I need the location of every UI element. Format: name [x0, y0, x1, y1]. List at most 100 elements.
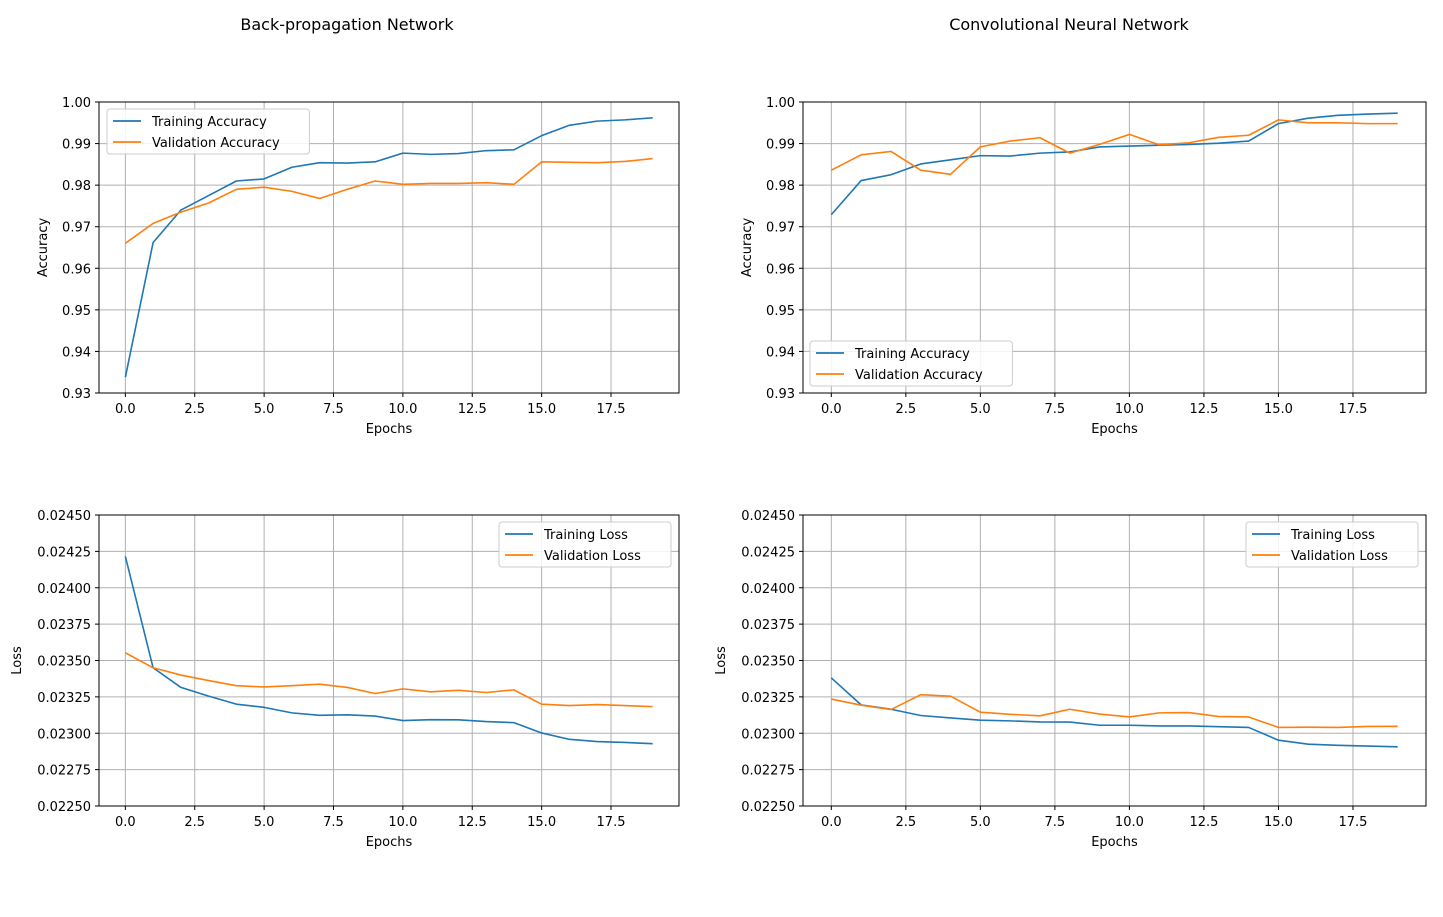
legend-label-0: Training Loss [543, 528, 628, 543]
y-tick-label: 1.00 [62, 96, 91, 111]
x-tick-label: 10.0 [388, 815, 417, 830]
y-tick-label: 0.02375 [37, 618, 91, 633]
y-tick-label: 0.02425 [37, 545, 91, 560]
y-axis-label: Loss [10, 646, 25, 675]
series-line-0 [124, 117, 653, 378]
y-tick-label: 0.02300 [37, 727, 91, 742]
x-tick-label: 5.0 [970, 815, 991, 830]
plot-frame [98, 101, 680, 394]
x-axis-label: Epochs [366, 835, 413, 850]
legend-box [498, 521, 672, 568]
y-axis-label: Accuracy [740, 218, 755, 278]
y-tick-label: 0.02300 [741, 727, 795, 742]
x-tick-label: 0.0 [821, 815, 842, 830]
x-tick-label: 15.0 [1264, 402, 1293, 417]
x-tick-label: 7.5 [323, 402, 344, 417]
chart-bottom-left: 0.0 2.5 5.0 7.5 10.0 12.5 15.0 17.5 0.02250 0.022… [10, 509, 680, 850]
x-tick-label: 5.0 [970, 402, 991, 417]
x-tick-label: 5.0 [254, 815, 275, 830]
series-line-0 [830, 112, 1398, 216]
y-tick-label: 0.96 [62, 262, 91, 277]
y-tick-label: 0.95 [62, 304, 91, 319]
column-title-cnn: Convolutional Neural Network [949, 15, 1189, 34]
series-line-1 [831, 693, 1398, 729]
x-tick-label: 7.5 [1045, 815, 1066, 830]
legend-box [809, 340, 1013, 387]
x-tick-label: 10.0 [388, 402, 417, 417]
series-line-1 [124, 157, 653, 244]
legend: Training Loss Validation Loss [1245, 521, 1419, 568]
x-tick-label: 2.5 [895, 402, 916, 417]
series-line-0 [830, 677, 1398, 748]
y-tick-label: 0.02450 [37, 509, 91, 524]
x-tick-label: 15.0 [527, 815, 556, 830]
chart-top-right: 0.0 2.5 5.0 7.5 10.0 12.5 15.0 17.5 0.93 0.94 0.95… [740, 96, 1427, 437]
x-tick-label: 17.5 [1338, 402, 1367, 417]
x-tick-label: 15.0 [1264, 815, 1293, 830]
y-tick-label: 0.02325 [37, 691, 91, 706]
x-axis-label: Epochs [1091, 835, 1138, 850]
y-tick-label: 0.95 [766, 304, 795, 319]
x-tick-label: 12.5 [458, 815, 487, 830]
y-tick-label: 0.02400 [37, 582, 91, 597]
y-tick-label: 0.94 [766, 345, 795, 360]
series-line-1 [830, 119, 1398, 176]
y-tick-label: 0.02425 [741, 545, 795, 560]
x-tick-label: 7.5 [323, 815, 344, 830]
x-tick-label: 17.5 [1338, 815, 1367, 830]
y-tick-label: 1.00 [766, 96, 795, 111]
plot-frame [802, 101, 1427, 394]
y-tick-label: 0.99 [62, 138, 91, 153]
y-tick-label: 0.02375 [741, 618, 795, 633]
y-tick-label: 0.02250 [741, 800, 795, 815]
y-tick-label: 0.99 [766, 138, 795, 153]
y-tick-label: 0.98 [62, 179, 91, 194]
legend-label-0: Training Loss [1290, 528, 1375, 543]
legend-box [106, 108, 310, 155]
legend-label-1: Validation Accuracy [855, 368, 983, 383]
legend-label-1: Validation Loss [544, 549, 641, 564]
x-tick-label: 0.0 [115, 402, 136, 417]
x-tick-label: 2.5 [184, 815, 205, 830]
x-tick-label: 10.0 [1115, 402, 1144, 417]
y-tick-label: 0.97 [766, 221, 795, 236]
x-tick-label: 15.0 [527, 402, 556, 417]
chart-bottom-right: 0.0 2.5 5.0 7.5 10.0 12.5 15.0 17.5 0.02250 0.022… [714, 509, 1427, 850]
y-axis-label: Accuracy [36, 218, 51, 278]
x-axis-label: Epochs [1091, 422, 1138, 437]
chart-top-left: 0.0 2.5 5.0 7.5 10.0 12.5 15.0 17.5 0.93 0.94 0.95… [36, 96, 680, 437]
x-tick-label: 12.5 [1189, 402, 1218, 417]
x-tick-label: 12.5 [458, 402, 487, 417]
legend-label-1: Validation Accuracy [152, 136, 280, 151]
x-tick-label: 0.0 [821, 402, 842, 417]
column-title-backprop: Back-propagation Network [240, 15, 454, 34]
y-tick-label: 0.02250 [37, 800, 91, 815]
legend: Training Accuracy Validation Accuracy [809, 340, 1013, 387]
y-tick-label: 0.02275 [37, 764, 91, 779]
y-axis-label: Loss [714, 646, 729, 675]
x-tick-label: 17.5 [597, 815, 626, 830]
y-tick-label: 0.93 [766, 387, 795, 402]
y-tick-label: 0.93 [62, 387, 91, 402]
legend-label-0: Training Accuracy [854, 347, 970, 362]
legend-label-0: Training Accuracy [151, 115, 267, 130]
y-tick-label: 0.02325 [741, 691, 795, 706]
x-tick-label: 17.5 [597, 402, 626, 417]
legend-box [1245, 521, 1419, 568]
y-tick-label: 0.02350 [37, 655, 91, 670]
y-tick-label: 0.02400 [741, 582, 795, 597]
y-tick-label: 0.02275 [741, 764, 795, 779]
x-axis-label: Epochs [366, 422, 413, 437]
x-tick-label: 7.5 [1045, 402, 1066, 417]
y-tick-label: 0.98 [766, 179, 795, 194]
x-tick-label: 2.5 [184, 402, 205, 417]
x-tick-label: 2.5 [895, 815, 916, 830]
y-tick-label: 0.94 [62, 345, 91, 360]
x-tick-label: 10.0 [1115, 815, 1144, 830]
legend: Training Loss Validation Loss [498, 521, 672, 568]
y-tick-label: 0.02450 [741, 509, 795, 524]
series-line-0 [124, 556, 653, 745]
y-tick-label: 0.96 [766, 262, 795, 277]
y-tick-label: 0.02350 [741, 655, 795, 670]
